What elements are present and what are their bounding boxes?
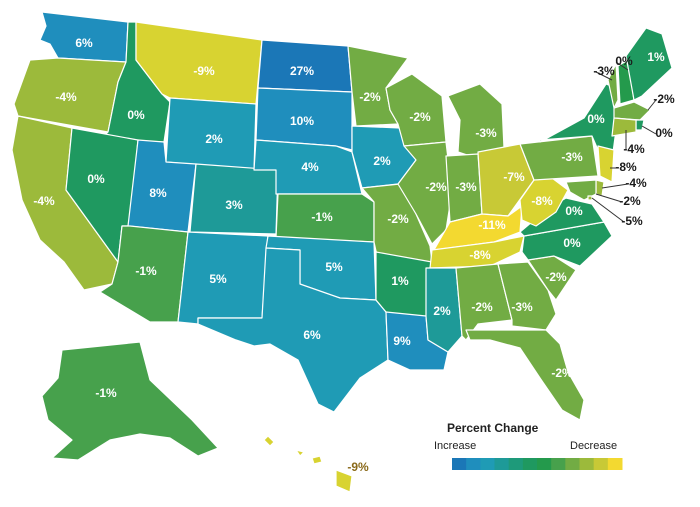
legend-increase-label: Increase [434,440,476,452]
state-label-ms: 2% [433,304,451,318]
state-label-nd: 27% [290,64,314,78]
state-ga [497,261,557,331]
state-label-in: -3% [455,180,477,194]
states-layer [11,11,673,493]
legend-swatch [537,458,552,470]
legend-swatch [565,458,580,470]
leader-line-nh [615,61,629,71]
state-label-mi: -3% [475,126,497,140]
state-label-or: -4% [55,90,77,104]
state-label-ct: -4% [623,142,645,156]
legend-swatch [551,458,566,470]
state-label-fl: -2% [551,366,573,380]
state-label-id: 0% [127,108,145,122]
state-sd [255,87,353,151]
legend-swatch [593,458,609,470]
state-label-nc: 0% [563,236,581,250]
state-label-mn: -2% [359,90,381,104]
state-label-vt: -3% [593,64,615,78]
state-label-ia: 2% [373,154,391,168]
state-label-ri: 0% [655,126,673,140]
leader-line-dc [591,197,625,223]
state-labels: 6% -4% -4% 0% 0% -9% 2% 8% -1% 3% 5% 27% 10% 4% -1% 5% 6… [33,36,675,474]
state-label-nv: 0% [87,172,105,186]
state-label-tn: -8% [469,248,491,262]
state-ny [539,83,617,161]
state-label-ny: 0% [587,112,605,126]
state-label-sd: 10% [290,114,314,128]
state-label-dc: -5% [621,214,643,228]
leader-line-ri [641,125,657,135]
state-label-pa: -3% [561,150,583,164]
legend-swatch [494,458,510,470]
state-label-ak: -1% [95,386,117,400]
leader-line-md [595,193,623,203]
state-fl [465,329,585,421]
state-label-wi: -2% [409,110,431,124]
state-label-tx: 6% [303,328,321,342]
leader-line-vt [595,71,613,81]
legend: Percent Change Increase Decrease [434,421,623,470]
state-me [625,27,673,101]
state-label-ne: 4% [301,160,319,174]
state-label-nm: 5% [209,272,227,286]
state-label-az: -1% [135,264,157,278]
state-label-mt: -9% [193,64,215,78]
state-label-nj: -8% [615,160,637,174]
state-label-la: 9% [393,334,411,348]
state-label-ok: 5% [325,260,343,274]
leader-line-de [601,183,629,189]
legend-color-scale [452,458,623,470]
state-label-ga: -3% [511,300,533,314]
state-vt [607,63,619,109]
state-label-nh: 0% [615,54,633,68]
state-label-me: 1% [647,50,665,64]
state-ak [41,341,219,461]
state-nj [597,145,615,183]
state-label-al: -2% [471,300,493,314]
legend-title: Percent Change [447,421,539,435]
state-label-wy: 2% [205,132,223,146]
legend-swatch [452,458,467,470]
state-hi [263,435,353,493]
legend-swatch [480,458,495,470]
legend-swatch [607,458,623,470]
state-label-il: -2% [425,180,447,194]
state-label-oh: -7% [503,170,525,184]
legend-swatch [579,458,595,470]
state-tx [197,247,389,413]
state-label-ar: 1% [391,274,409,288]
state-pa [519,135,599,181]
legend-decrease-label: Decrease [570,440,617,452]
state-label-wv: -8% [531,194,553,208]
legend-swatch [522,458,538,470]
state-ct [611,117,637,137]
state-label-va: 0% [565,204,583,218]
state-label-ky: -11% [478,218,506,232]
state-label-co: 3% [225,198,243,212]
state-ri [635,119,645,131]
state-label-wa: 6% [75,36,93,50]
leader-lines [591,61,657,223]
state-label-ca: -4% [33,194,55,208]
legend-swatch [466,458,481,470]
state-label-ma: -2% [653,92,675,106]
state-ma [613,101,651,121]
legend-swatch [508,458,524,470]
leader-line-ma [647,99,657,111]
state-label-mo: -2% [387,212,409,226]
state-label-md: -2% [619,194,641,208]
state-label-ks: -1% [311,210,333,224]
state-dc [587,195,593,201]
state-label-de: -4% [625,176,647,190]
state-label-hi: -9% [347,460,369,474]
state-label-ut: 8% [149,186,167,200]
state-label-sc: -2% [545,270,567,284]
